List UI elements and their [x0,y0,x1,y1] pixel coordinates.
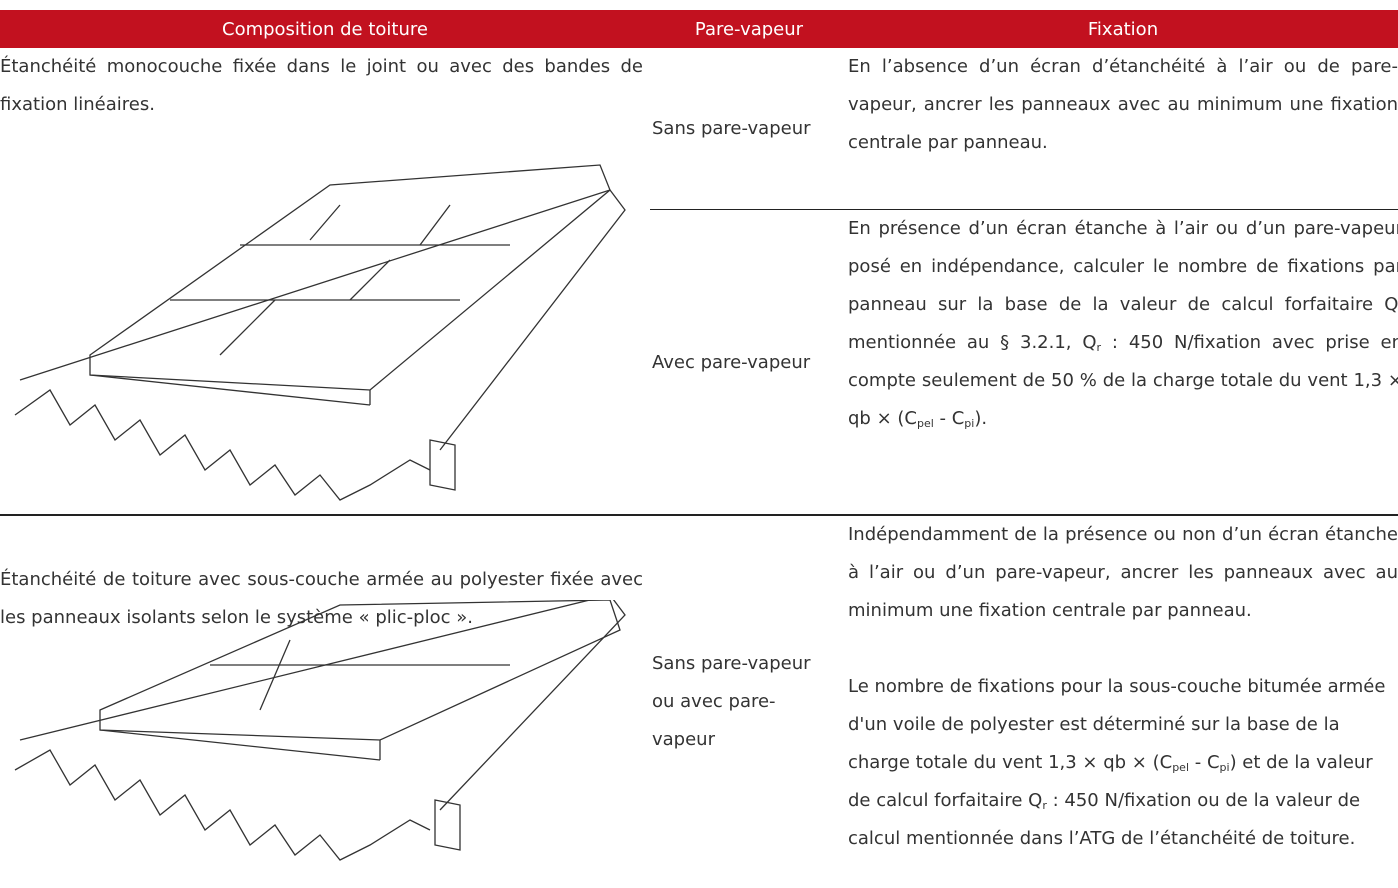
roof-illustration [14,600,626,861]
subscript: pi [964,417,975,430]
row-divider [0,514,1398,516]
text-run: ) et de la valeur de calcul forfaitaire … [848,752,1373,811]
text-run: En présence d’un écran étanche à l’air o… [848,218,1398,315]
paragraph: Indépendamment de la présence ou non d’u… [848,516,1398,630]
header-cell: Pare-vapeur [650,10,848,48]
header-cell: Composition de toiture [0,10,650,48]
text-run: Le nombre de fixations pour la sous-couc… [848,676,1386,773]
composition-text: Étanchéité de toiture avec sous-couche a… [0,569,643,628]
vapour-text: Avec pare-vapeur [652,351,811,373]
composition-text: Étanchéité monocouche fixée dans le join… [0,56,643,115]
paragraph: En présence d’un écran étanche à l’air o… [848,210,1398,438]
text-run: - C [1189,752,1220,773]
subscript: pi [1219,761,1230,774]
text-run: En l’absence d’un écran d’étanchéité à l… [848,56,1398,153]
text-run: Indépendamment de la présence ou non d’u… [848,524,1398,621]
text-run: : 450 N/fixation avec prise en compte se… [848,332,1398,429]
header-cell: Fixation [848,10,1398,48]
row-divider [650,209,1398,210]
vapour-text: Sans pare-vapeur [652,118,811,139]
paragraph: Le nombre de fixations pour la sous-couc… [848,668,1398,858]
text-run: mentionnée au § 3.2.1, Q [848,332,1097,353]
subscript: r [1042,799,1047,812]
text-run: - C [933,408,965,429]
vapour-cell: Avec pare-vapeur [652,210,844,515]
text-run: : 450 N/fixation ou de la valeur de calc… [848,790,1361,849]
vapour-cell: Sans pare-vapeur ou avec pare-vapeur [652,516,837,888]
subscript: r [1096,341,1102,354]
vapour-cell: Sans pare-vapeur [652,48,844,210]
fixation-text: Indépendamment de la présence ou non d’u… [848,516,1398,858]
text-run: ). [974,408,988,429]
paragraph: En l’absence d’un écran d’étanchéité à l… [848,48,1398,162]
fixation-text: En l’absence d’un écran d’étanchéité à l… [848,48,1398,162]
vapour-text: Sans pare-vapeur ou avec pare-vapeur [652,653,811,750]
subscript: pel [1172,761,1189,774]
roof-illustration [14,164,626,501]
subscript: pel [916,417,934,430]
fixation-text: En présence d’un écran étanche à l’air o… [848,210,1398,438]
